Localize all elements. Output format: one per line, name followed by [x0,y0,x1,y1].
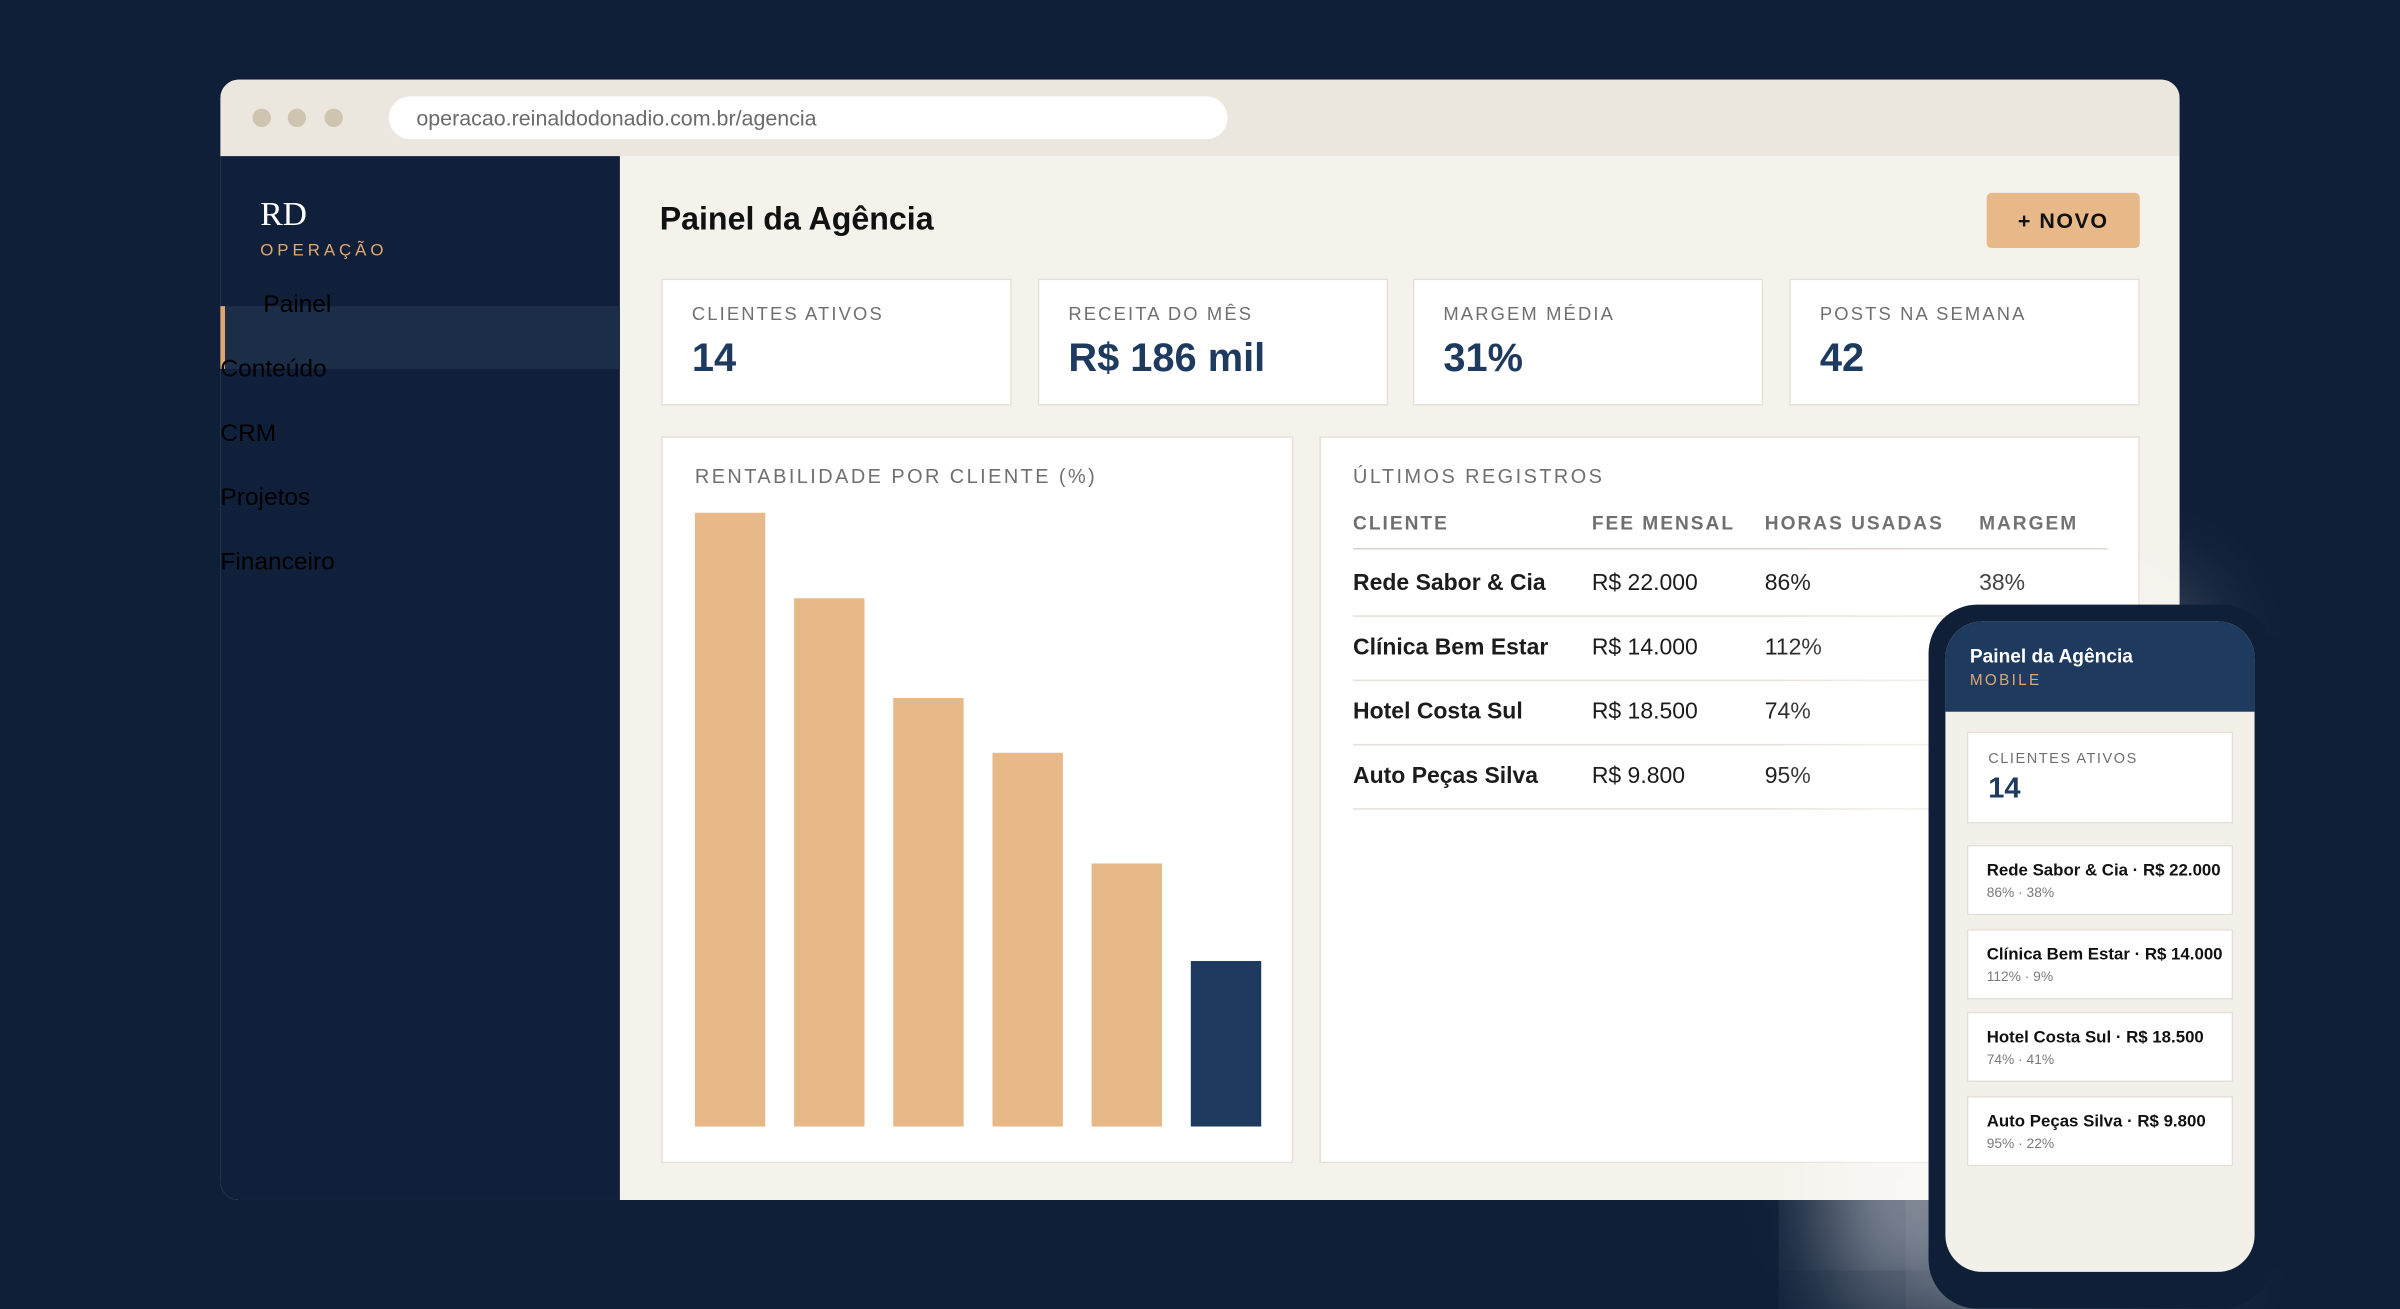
row-rule [1353,743,2108,746]
mobile-item-title: Clínica Bem Estar · R$ 14.000 [1986,945,2223,964]
column-header: CLIENTE [1353,512,1449,535]
nav-label: CRM [220,420,277,447]
kpi-label: POSTS NA SEMANA [1819,303,2027,325]
bar [694,512,766,1127]
logo: RD [260,194,307,233]
mobile-header: Painel da Agência MOBILE [1945,621,2255,712]
phone-screen: Painel da Agência MOBILE CLIENTES ATIVOS… [1945,621,2255,1272]
table-cell: R$ 18.500 [1591,698,1698,725]
row-rule [1353,615,2108,617]
column-header: MARGEM [1979,512,2079,535]
kpi-label: CLIENTES ATIVOS [691,303,884,325]
table-cell: R$ 14.000 [1591,634,1698,661]
table-cell: R$ 22.000 [1591,570,1698,597]
client-name: Rede Sabor & Cia [1353,570,1546,597]
column-header: FEE MENSAL [1591,512,1736,535]
bar [1091,863,1163,1127]
sidebar: RD OPERAÇÃO Painel Conteúdo CRM Projetos Fin… [220,156,620,1200]
logo-subtitle: OPERAÇÃO [260,241,388,261]
window-dot[interactable] [287,108,307,128]
mobile-kpi-label: CLIENTES ATIVOS [1988,750,2138,768]
column-header: HORAS USADAS [1764,512,1944,535]
nav-label: Conteúdo [220,356,327,383]
table-cell: 38% [1979,570,2026,597]
phone: Painel da Agência MOBILE CLIENTES ATIVOS… [1928,604,2272,1309]
mobile-title: Painel da Agência [1969,645,2133,668]
bar [794,598,865,1127]
bar [893,697,964,1127]
new-button[interactable]: + NOVO [1986,192,2140,248]
mobile-item-detail: 112% · 9% [1986,968,2054,984]
nav-item[interactable]: Conteúdo [220,357,619,433]
client-name: Hotel Costa Sul [1353,698,1523,725]
kpi-label: RECEITA DO MÊS [1068,303,1254,325]
nav-label: Projetos [220,485,311,512]
kpi-value: 31% [1443,334,1524,381]
mobile-item-detail: 95% · 22% [1986,1135,2055,1152]
header-rule [1353,547,2108,550]
window-dot[interactable] [252,108,271,128]
button-label: + NOVO [2017,208,2109,233]
kpi-value: 42 [1819,334,1865,381]
table-title: ÚLTIMOS REGISTROS [1353,464,1605,488]
nav-item[interactable]: Projetos [220,485,619,562]
mobile-kpi: CLIENTES ATIVOS 14 [1966,731,2234,824]
client-name: Clínica Bem Estar [1353,634,1549,661]
kpi-value: R$ 186 mil [1068,334,1266,381]
nav-item[interactable]: Painel [220,292,620,369]
table-cell: R$ 9.800 [1591,763,1686,790]
page-title: Painel da Agência [659,202,934,238]
table-cell: 74% [1764,698,1811,725]
nav-item[interactable]: Financeiro [220,549,619,626]
window-dot[interactable] [324,108,343,128]
page: { "browser": {"url": "operacao.reinaldod… [220,79,2255,1272]
bar [1190,961,1262,1127]
mobile-item[interactable]: Hotel Costa Sul · R$ 18.500 74% · 41% [1966,1012,2234,1083]
kpi-card: POSTS NA SEMANA 42 [1789,278,2140,406]
kpi-card: CLIENTES ATIVOS 14 [661,278,1012,406]
table-cell: 112% [1764,634,1822,661]
mobile-item[interactable]: Rede Sabor & Cia · R$ 22.000 86% · 38% [1966,844,2234,916]
row-rule [1353,679,2108,682]
nav-label: Painel [263,292,332,319]
kpi-label: MARGEM MÉDIA [1443,303,1615,325]
mobile-item-title: Rede Sabor & Cia · R$ 22.000 [1986,861,2221,881]
mobile-item-title: Hotel Costa Sul · R$ 18.500 [1986,1029,2204,1048]
bar [992,752,1063,1127]
mobile-item-detail: 86% · 38% [1986,884,2055,900]
row-rule [1353,808,2108,810]
mobile-item-title: Auto Peças Silva · R$ 9.800 [1986,1112,2206,1132]
chart-card: RENTABILIDADE POR CLIENTE (%) [661,436,1294,1164]
kpi-value: 14 [691,334,737,381]
address-bar[interactable]: operacao.reinaldodonadio.com.br/agencia [388,96,1228,140]
browser-window: operacao.reinaldodonadio.com.br/agencia … [220,79,2180,1200]
mobile-subtitle: MOBILE [1969,672,2042,690]
table-cell: 86% [1764,570,1811,597]
kpi-card: MARGEM MÉDIA 31% [1412,278,1764,406]
mobile-kpi-value: 14 [1988,772,2021,806]
mobile-item-detail: 74% · 41% [1986,1052,2055,1068]
table-cell: 95% [1764,763,1811,790]
nav-label: Financeiro [220,549,335,576]
url-text: operacao.reinaldodonadio.com.br/agencia [416,105,817,131]
chart-title: RENTABILIDADE POR CLIENTE (%) [694,464,1098,488]
kpi-card: RECEITA DO MÊS R$ 186 mil [1037,278,1389,406]
browser-toolbar: operacao.reinaldodonadio.com.br/agencia [220,79,2180,157]
chart [694,512,1262,1127]
mobile-item[interactable]: Clínica Bem Estar · R$ 14.000 112% · 9% [1966,928,2234,1000]
nav-item[interactable]: CRM [220,421,619,498]
mobile-item[interactable]: Auto Peças Silva · R$ 9.800 95% · 22% [1966,1096,2234,1167]
client-name: Auto Peças Silva [1353,763,1539,790]
stage: operacao.reinaldodonadio.com.br/agencia … [220,79,2255,1272]
